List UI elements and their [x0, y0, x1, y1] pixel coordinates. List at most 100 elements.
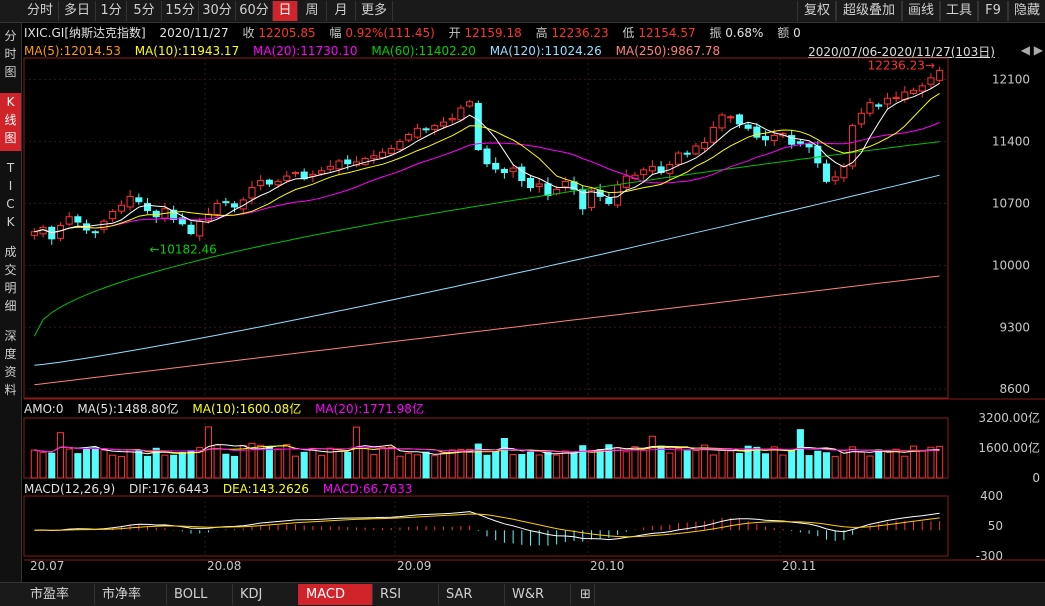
volume-bar: [126, 449, 134, 479]
indicator-tab-w&r[interactable]: W&R: [504, 584, 571, 605]
volume-bar: [492, 451, 500, 479]
volume-bar: [213, 444, 221, 479]
high-label: 高: [535, 26, 548, 40]
volume-bar: [248, 442, 256, 479]
tool-2[interactable]: 工具: [939, 1, 979, 21]
period-4[interactable]: 15分: [162, 1, 199, 21]
view-tab-0[interactable]: 分 时 图: [4, 29, 17, 79]
date-range-label[interactable]: 2020/07/06-2020/11/27(103日): [808, 45, 995, 59]
candle: [370, 155, 378, 159]
volume-bar: [135, 449, 143, 479]
view-tab-1[interactable]: K 线 图: [0, 93, 21, 151]
volume-bar: [257, 444, 265, 479]
volume-bar: [100, 449, 108, 479]
tool-4[interactable]: 超级叠加: [835, 1, 903, 21]
range-arrows[interactable]: ◀ ▶: [1020, 43, 1043, 57]
indicator-tab-macd[interactable]: MACD: [298, 584, 373, 605]
candle: [422, 128, 430, 131]
volume-bar: [683, 450, 691, 479]
candle: [648, 165, 656, 172]
candle: [526, 177, 535, 189]
volume-bar: [657, 445, 665, 479]
tool-5[interactable]: 复权: [797, 1, 837, 21]
indicator-tab-boll[interactable]: BOLL: [166, 584, 233, 605]
volume-bar: [701, 444, 709, 479]
period-3[interactable]: 5分: [127, 1, 162, 21]
kline-chart[interactable]: 12100 11400 10700 10000 9300 8600 20.07 20.08 20…: [0, 0, 1045, 582]
volume-tick-label: 1600.00亿: [978, 440, 1040, 455]
period-2[interactable]: 1分: [96, 1, 127, 21]
period-toolbar: 分时 多日 1分 5分 15分 30分 60分日周月更多 隐藏 F9 工具 画线 超级叠加 复权: [0, 0, 1045, 23]
tool-1[interactable]: F9: [977, 1, 1009, 21]
volume-bar: [866, 455, 874, 479]
candle: [457, 107, 465, 121]
period-5[interactable]: 30分: [199, 1, 236, 21]
volume-bar: [779, 454, 787, 479]
volume-bar: [718, 449, 726, 479]
volume-bar: [822, 452, 831, 479]
volume-bar: [335, 451, 343, 479]
volume-bar: [152, 447, 160, 479]
period-9[interactable]: 月: [327, 1, 356, 21]
volume-bar: [265, 446, 273, 479]
dif-legend: DIF:176.6443: [128, 482, 210, 496]
volume-bar: [892, 448, 900, 479]
period-6[interactable]: 60分: [236, 1, 273, 21]
period-0[interactable]: 分时: [22, 1, 59, 21]
candle: [396, 141, 404, 150]
candle: [74, 216, 82, 223]
volume-bar: [788, 449, 796, 479]
candle: [788, 135, 796, 145]
date-tick-label: 20.10: [590, 559, 624, 573]
candle: [492, 162, 500, 170]
indicator-tabs: 市盈率 市净率 BOLL KDJ MACD RSI SAR W&R ⊞: [0, 582, 1045, 606]
add-indicator-icon[interactable]: ⊞: [572, 584, 595, 605]
volume-bar: [178, 451, 186, 479]
date-tick-label: 20.09: [397, 559, 431, 573]
ma10-legend: MA(10):11943.17: [134, 44, 240, 58]
macd-title: MACD(12,26,9): [24, 482, 116, 496]
volume-bar: [439, 452, 448, 479]
volume-bar: [535, 454, 543, 479]
macd-tick-label: 50: [988, 519, 1003, 533]
candle: [135, 197, 143, 203]
ma250-legend: MA(250):9867.78: [615, 44, 721, 58]
indicator-tab-市盈率[interactable]: 市盈率: [22, 584, 95, 605]
volume-bar: [204, 426, 212, 479]
volume-bar: [405, 452, 413, 479]
price-tick-label: 8600: [999, 382, 1030, 396]
tool-3[interactable]: 画线: [901, 1, 941, 21]
candle: [274, 180, 282, 186]
candle: [213, 202, 221, 215]
candle: [344, 159, 352, 165]
macd-tick-label: 400: [980, 489, 1003, 503]
candle: [291, 172, 300, 175]
candle: [143, 203, 152, 212]
indicator-tab-sar[interactable]: SAR: [438, 584, 505, 605]
period-1[interactable]: 多日: [59, 1, 96, 21]
indicator-tab-kdj[interactable]: KDJ: [232, 584, 299, 605]
volume-bar: [231, 455, 239, 479]
volume-bar: [640, 449, 648, 479]
view-tab-3[interactable]: 成 交 明 细: [4, 245, 17, 313]
candle: [831, 176, 839, 181]
indicator-tab-rsi[interactable]: RSI: [372, 584, 439, 605]
candle: [405, 134, 413, 141]
candle: [683, 152, 691, 155]
candle: [204, 213, 212, 221]
volume-legend: AMO:0 MA(5):1488.80亿 MA(10):1600.08亿 MA(…: [24, 400, 434, 418]
price-panel: [23, 57, 949, 399]
volume-bar: [109, 454, 117, 479]
view-tab-4[interactable]: 深 度 资 料: [4, 329, 17, 397]
period-8[interactable]: 周: [298, 1, 327, 21]
volume-bar: [500, 437, 508, 479]
view-tab-2[interactable]: T I C K: [6, 161, 15, 229]
volume-bar: [570, 451, 578, 479]
volume-bar: [422, 451, 430, 479]
candle: [805, 143, 813, 148]
tool-0[interactable]: 隐藏: [1007, 1, 1045, 21]
indicator-tab-市净率[interactable]: 市净率: [94, 584, 167, 605]
period-10[interactable]: 更多: [356, 1, 393, 21]
candle: [936, 69, 944, 81]
period-7[interactable]: 日: [273, 1, 298, 21]
